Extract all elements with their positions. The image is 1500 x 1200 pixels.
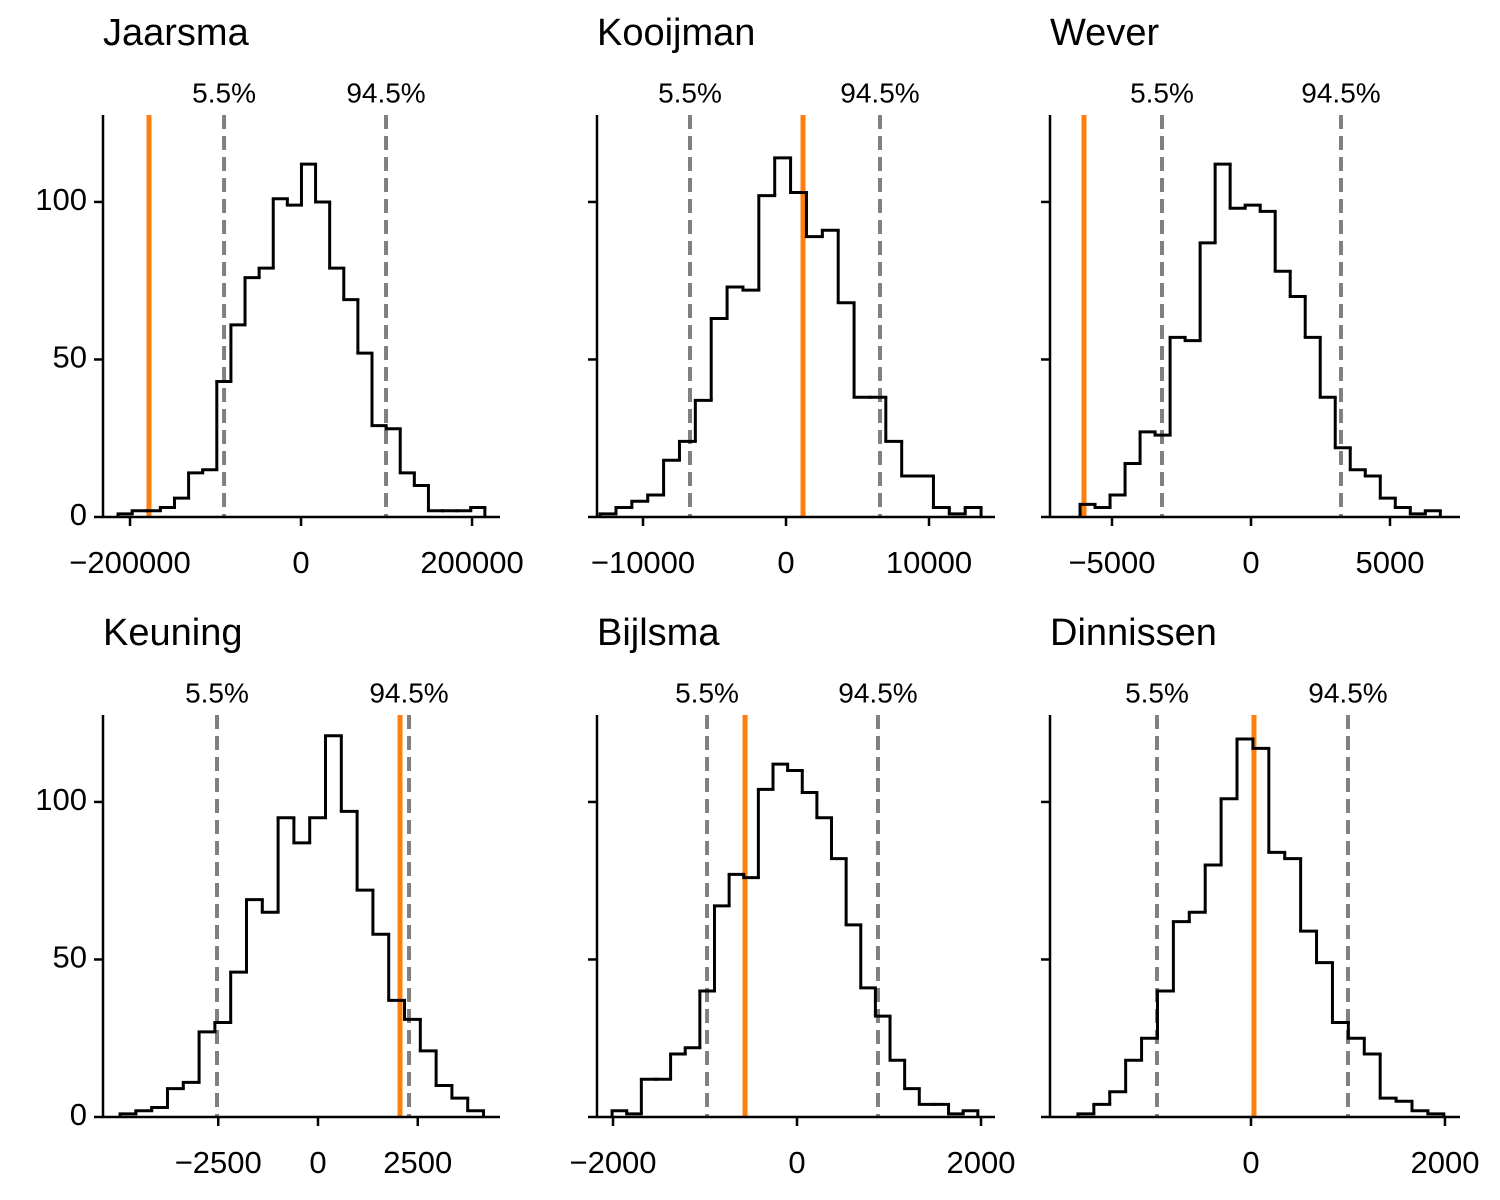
x-tick-label: 10000 [886, 545, 972, 580]
panel-title: Kooijman [597, 12, 755, 54]
x-tick-label: 5000 [1356, 545, 1425, 580]
panel-title: Wever [1050, 12, 1159, 54]
x-tick-label: 0 [309, 1145, 326, 1180]
marker-label: 5.5% [192, 77, 256, 108]
y-tick-label: 50 [53, 340, 87, 375]
panel-title: Dinnissen [1050, 612, 1217, 654]
panel-title: Keuning [103, 612, 242, 654]
marker-label: 94.5% [1308, 677, 1387, 708]
x-tick-label: 0 [292, 545, 309, 580]
marker-label: 5.5% [1130, 77, 1194, 108]
marker-label: 94.5% [838, 677, 917, 708]
x-tick-label: 0 [788, 1145, 805, 1180]
x-tick-label: 0 [777, 545, 794, 580]
panel-title: Bijlsma [597, 612, 720, 654]
x-tick-label: −5000 [1068, 545, 1155, 580]
x-tick-label: 2000 [947, 1145, 1016, 1180]
x-tick-label: 200000 [420, 545, 523, 580]
x-tick-label: −200000 [69, 545, 191, 580]
y-tick-label: 100 [35, 182, 87, 217]
y-tick-label: 0 [70, 1097, 87, 1132]
y-tick-label: 100 [35, 782, 87, 817]
x-tick-label: −10000 [591, 545, 695, 580]
x-tick-label: 0 [1242, 545, 1259, 580]
marker-label: 94.5% [1301, 77, 1380, 108]
marker-label: 94.5% [346, 77, 425, 108]
marker-label: 5.5% [185, 677, 249, 708]
marker-label: 94.5% [369, 677, 448, 708]
marker-label: 5.5% [675, 677, 739, 708]
marker-label: 5.5% [1125, 677, 1189, 708]
y-tick-label: 50 [53, 940, 87, 975]
marker-label: 94.5% [840, 77, 919, 108]
x-tick-label: −2000 [569, 1145, 656, 1180]
x-tick-label: 0 [1242, 1145, 1259, 1180]
x-tick-label: 2500 [383, 1145, 452, 1180]
panel-title: Jaarsma [103, 12, 250, 54]
marker-label: 5.5% [658, 77, 722, 108]
x-tick-label: 2000 [1410, 1145, 1479, 1180]
y-tick-label: 0 [70, 497, 87, 532]
x-tick-label: −2500 [175, 1145, 262, 1180]
